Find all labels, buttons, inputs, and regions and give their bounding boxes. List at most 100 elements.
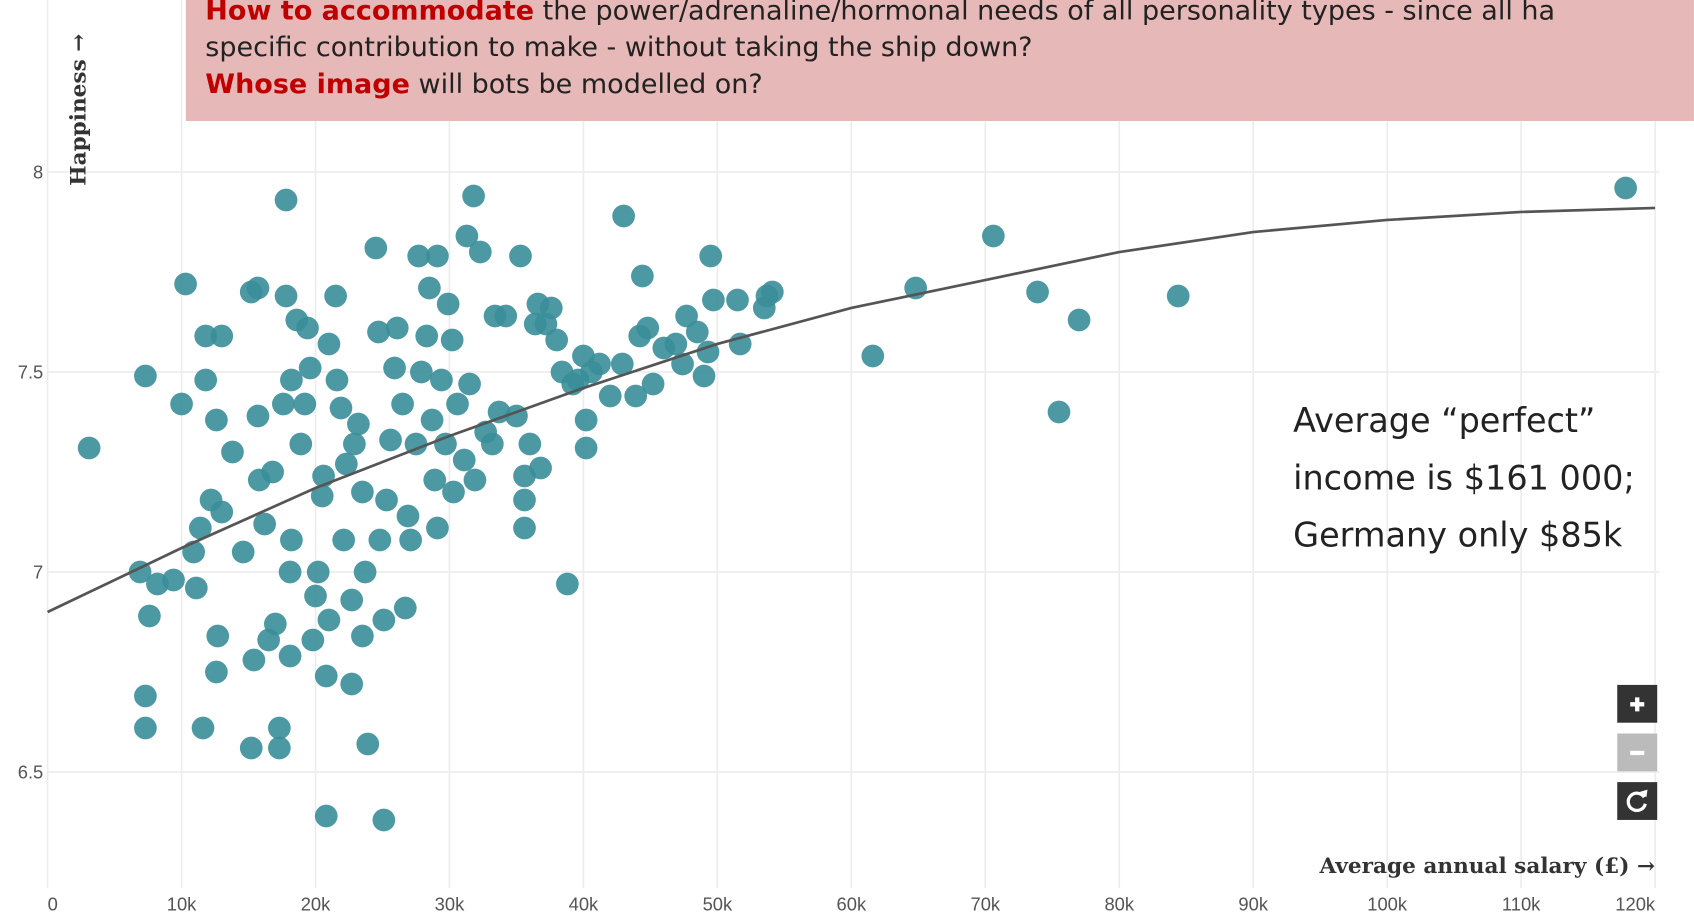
point <box>455 224 479 248</box>
x-tick-label: 70k <box>971 894 1001 915</box>
point <box>231 540 255 564</box>
point <box>588 352 611 376</box>
point <box>418 276 441 300</box>
point <box>340 588 364 612</box>
x-tick-label: 120k <box>1615 894 1656 915</box>
point <box>356 732 380 756</box>
point <box>574 436 598 460</box>
point <box>351 624 374 648</box>
note-text: the power/adrenaline/hormonal needs of a… <box>534 0 1555 26</box>
note-box <box>185 0 1694 121</box>
point <box>138 604 161 628</box>
point <box>513 488 536 512</box>
point <box>134 684 157 708</box>
point <box>1614 176 1637 200</box>
annotation-line: income is $161 000; <box>1293 458 1635 497</box>
point <box>468 240 492 264</box>
point <box>272 392 295 416</box>
point <box>556 572 579 596</box>
grid: 6.5 7 7.5 8 0 10k 20k 30k 40k 50k 60k 70k 80k 90k 100k… <box>18 0 1660 915</box>
note-line: How to accommodate the power/adrenaline/… <box>205 0 1555 26</box>
point <box>436 292 460 316</box>
point <box>379 428 402 452</box>
point <box>324 284 347 308</box>
point <box>372 608 396 632</box>
point <box>205 408 228 432</box>
point <box>420 408 444 432</box>
point <box>351 480 374 504</box>
point <box>334 452 358 476</box>
x-tick-label: 90k <box>1238 894 1268 915</box>
point <box>174 272 197 296</box>
point <box>383 356 406 380</box>
point <box>325 368 349 392</box>
point <box>726 288 749 312</box>
point <box>641 372 665 396</box>
point <box>529 456 552 480</box>
point <box>430 368 453 392</box>
point <box>375 488 398 512</box>
point <box>463 468 487 492</box>
point <box>452 448 476 472</box>
point <box>396 504 420 528</box>
point <box>372 808 396 832</box>
reset-button[interactable] <box>1617 782 1658 820</box>
point <box>685 320 709 344</box>
point <box>194 324 218 348</box>
note-line: Whose image will bots be modelled on? <box>205 69 762 100</box>
point <box>210 324 234 348</box>
point <box>298 356 322 380</box>
point <box>393 596 417 620</box>
point <box>268 736 291 760</box>
point <box>278 644 302 668</box>
point <box>1047 400 1071 424</box>
point <box>513 516 536 540</box>
point <box>367 320 390 344</box>
point <box>440 328 464 352</box>
y-axis-title: Happiness → <box>66 34 91 186</box>
point <box>162 568 185 592</box>
point <box>487 400 511 424</box>
point <box>188 516 212 540</box>
point <box>184 576 208 600</box>
trend-line <box>47 206 1656 614</box>
point <box>317 608 341 632</box>
zoom-in-button[interactable] <box>1617 684 1658 723</box>
point <box>518 432 542 456</box>
point <box>426 516 449 540</box>
x-tick-label: 80k <box>1104 894 1134 915</box>
point <box>301 628 325 652</box>
point <box>261 460 285 484</box>
point <box>210 500 234 524</box>
point <box>1067 308 1091 332</box>
point <box>329 396 353 420</box>
zoom-out-button[interactable] <box>1617 733 1658 772</box>
note-highlight: How to accommodate <box>205 0 534 26</box>
point <box>982 224 1005 248</box>
point <box>246 276 270 300</box>
point <box>610 352 634 376</box>
point <box>664 332 688 356</box>
point <box>760 280 784 304</box>
point <box>310 484 334 508</box>
y-tick-label: 6.5 <box>18 761 44 782</box>
point <box>481 432 504 456</box>
point <box>289 432 313 456</box>
point <box>675 304 698 328</box>
point <box>861 344 885 368</box>
point <box>343 432 366 456</box>
x-tick-label: 40k <box>569 894 599 915</box>
x-tick-label: 0 <box>48 894 58 915</box>
point <box>205 660 228 684</box>
note-text: specific contribution to make - without … <box>205 32 1032 63</box>
point <box>407 244 431 268</box>
point <box>415 324 439 348</box>
point <box>368 528 392 552</box>
x-tick-label: 10k <box>167 894 197 915</box>
point <box>426 244 449 268</box>
point <box>442 480 465 504</box>
point <box>246 404 270 428</box>
point <box>293 392 317 416</box>
x-axis-title: Average annual salary (£) → <box>1319 854 1656 879</box>
